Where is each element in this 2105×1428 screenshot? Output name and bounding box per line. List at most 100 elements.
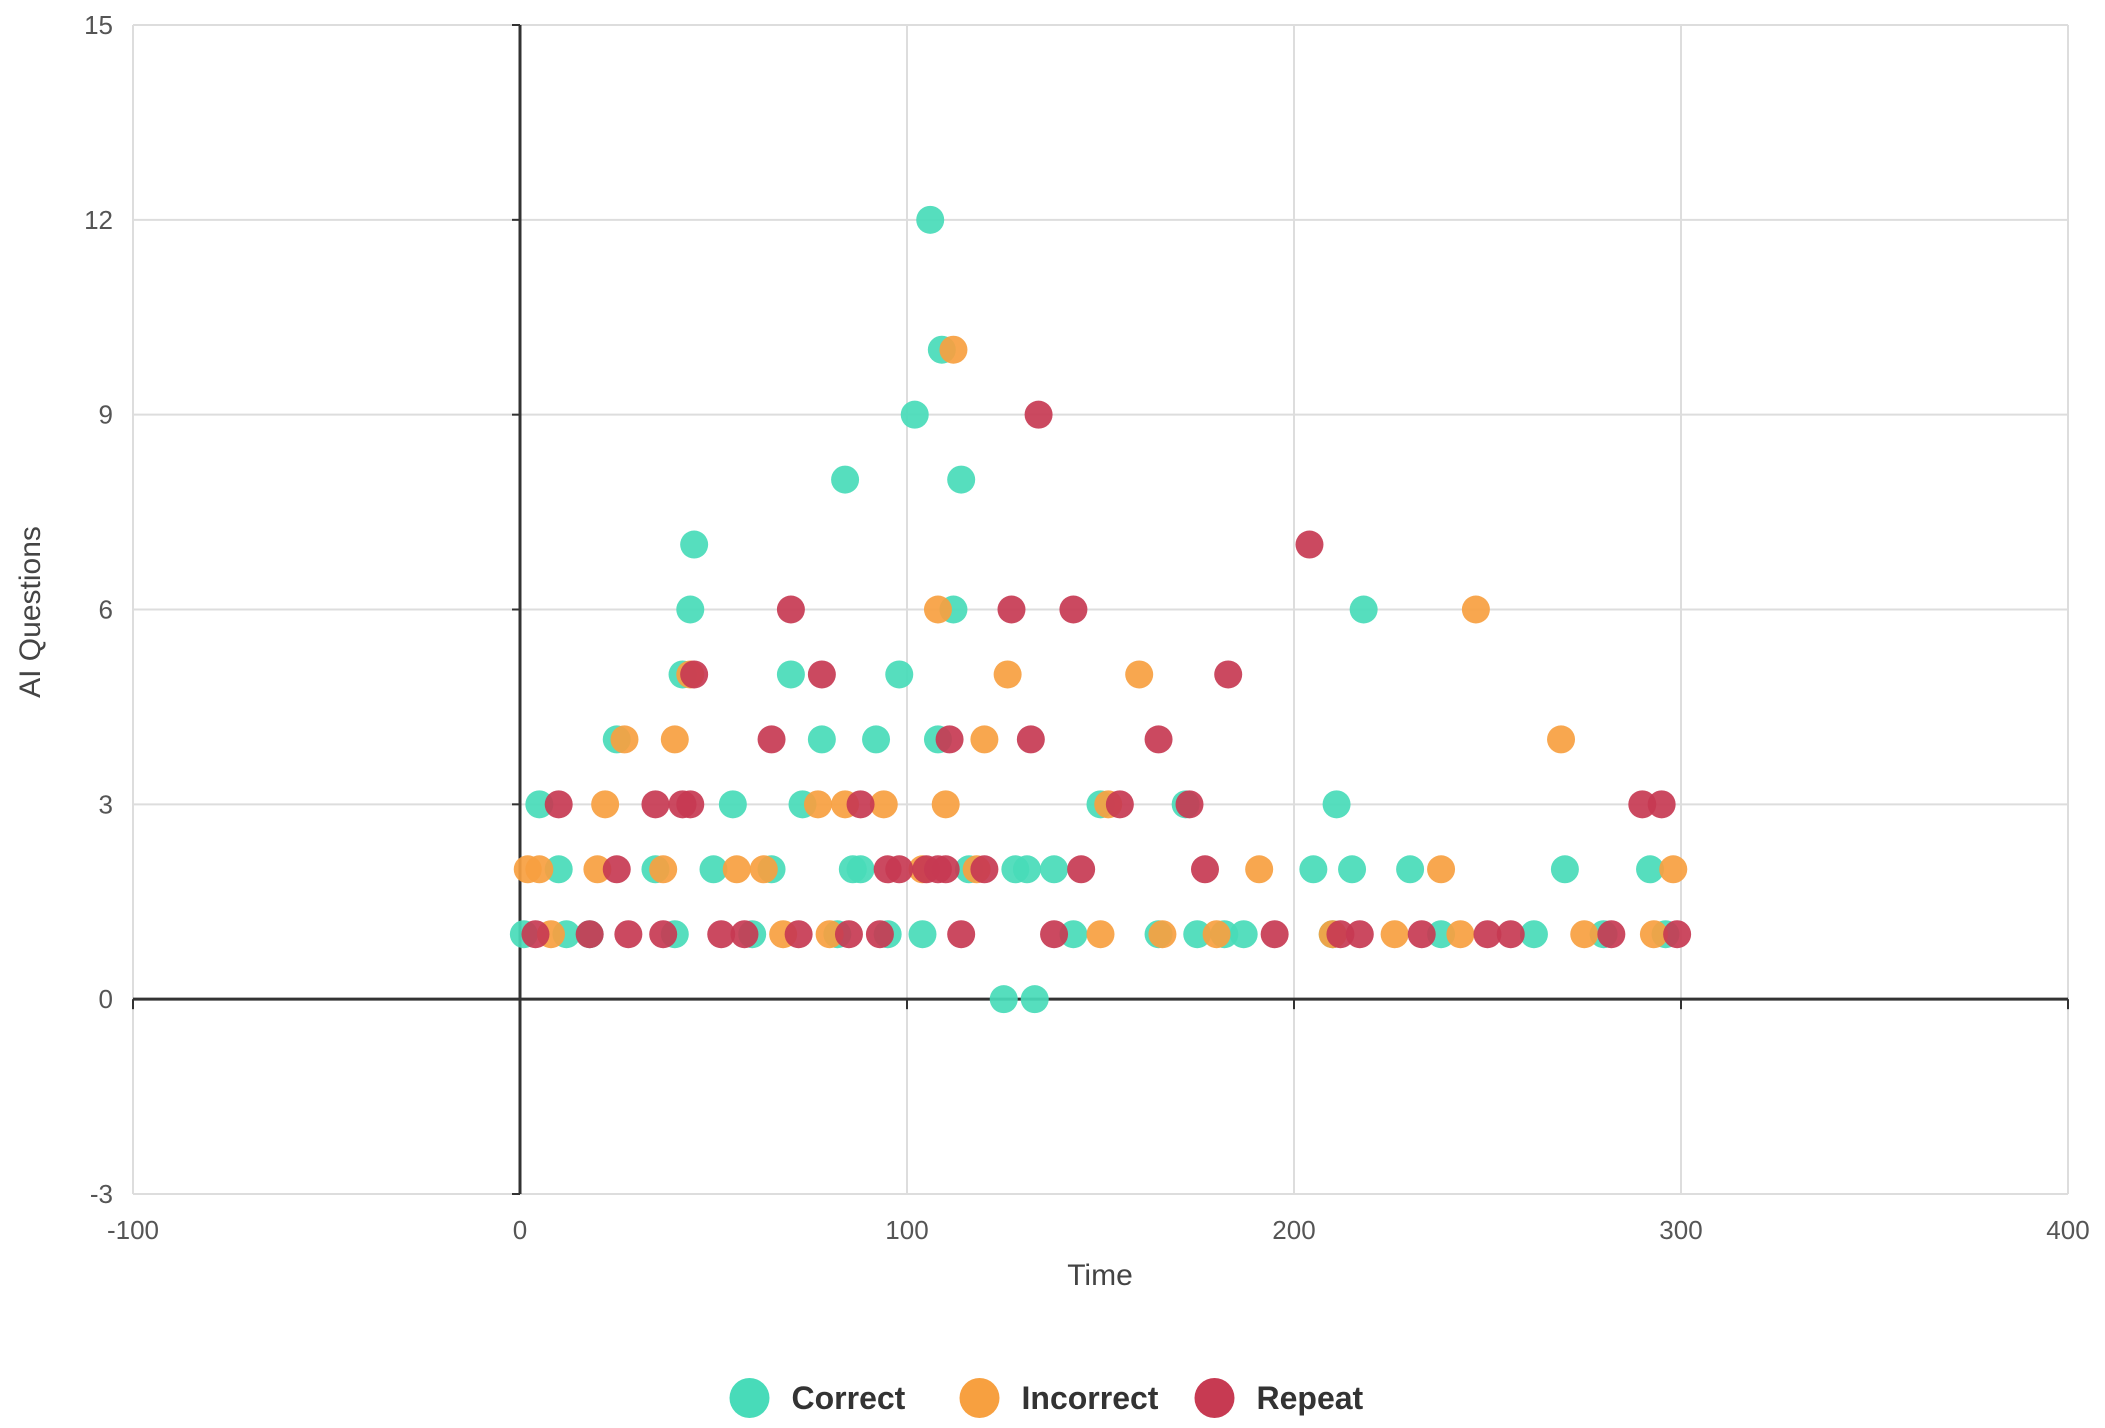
- data-point: [676, 790, 705, 819]
- data-point: [602, 855, 631, 884]
- data-point: [1446, 920, 1475, 949]
- data-point: [544, 855, 573, 884]
- data-point: [970, 855, 999, 884]
- x-tick-label: -100: [107, 1215, 159, 1245]
- data-point: [707, 920, 736, 949]
- data-point: [1427, 920, 1456, 949]
- data-point: [544, 790, 573, 819]
- data-point: [997, 595, 1026, 624]
- data-point: [1380, 920, 1409, 949]
- data-point: [1040, 920, 1069, 949]
- data-point: [699, 855, 728, 884]
- data-point: [1322, 790, 1351, 819]
- series-incorrect: [513, 335, 1688, 949]
- y-tick-label: 15: [84, 10, 113, 40]
- data-point: [1597, 920, 1626, 949]
- y-tick-label: 12: [84, 205, 113, 235]
- legend-item-incorrect[interactable]: Incorrect: [959, 1378, 1159, 1418]
- data-point: [1299, 855, 1328, 884]
- data-points: [509, 205, 1692, 1014]
- x-tick-label: 300: [1659, 1215, 1702, 1245]
- data-point: [1628, 790, 1657, 819]
- tick-labels: -100 0 100 200 300 400 -3 0 3 6 9 12 15: [84, 10, 2090, 1245]
- data-point: [1473, 920, 1502, 949]
- data-point: [784, 920, 813, 949]
- data-point: [931, 790, 960, 819]
- data-point: [1229, 920, 1258, 949]
- data-point: [1547, 725, 1576, 754]
- x-tick-label: 200: [1272, 1215, 1315, 1245]
- y-tick-label: 9: [99, 400, 113, 430]
- data-point: [1245, 855, 1274, 884]
- data-point: [846, 790, 875, 819]
- data-point: [807, 660, 836, 689]
- x-tick-label: 0: [513, 1215, 527, 1245]
- data-point: [869, 790, 898, 819]
- data-point: [1148, 920, 1177, 949]
- data-point: [1040, 855, 1069, 884]
- x-tick-label: 400: [2046, 1215, 2089, 1245]
- data-point: [947, 465, 976, 494]
- data-point: [885, 660, 914, 689]
- data-point: [1086, 920, 1115, 949]
- data-point: [749, 855, 778, 884]
- data-point: [970, 725, 999, 754]
- data-point: [1016, 725, 1045, 754]
- data-point: [614, 920, 643, 949]
- data-point: [1059, 595, 1088, 624]
- data-point: [834, 920, 863, 949]
- data-point: [900, 400, 929, 429]
- data-point: [1427, 855, 1456, 884]
- data-point: [610, 725, 639, 754]
- data-point: [1175, 790, 1204, 819]
- data-point: [1105, 790, 1134, 819]
- y-tick-label: 0: [99, 984, 113, 1014]
- data-point: [660, 725, 689, 754]
- legend-label: Repeat: [1257, 1380, 1364, 1416]
- data-point: [525, 790, 554, 819]
- data-point: [1202, 920, 1231, 949]
- data-point: [1059, 920, 1088, 949]
- data-point: [831, 465, 860, 494]
- data-point: [757, 725, 786, 754]
- data-point: [1260, 920, 1289, 949]
- data-point: [583, 855, 612, 884]
- legend-marker: [729, 1378, 770, 1418]
- data-point: [649, 920, 678, 949]
- data-point: [1396, 855, 1425, 884]
- data-point: [1519, 920, 1548, 949]
- data-point: [807, 725, 836, 754]
- x-axis-title: Time: [1067, 1259, 1133, 1292]
- data-point: [676, 595, 705, 624]
- data-point: [1570, 920, 1599, 949]
- legend-item-repeat[interactable]: Repeat: [1194, 1378, 1364, 1418]
- data-point: [525, 855, 554, 884]
- data-point: [680, 530, 709, 559]
- data-point: [1349, 595, 1378, 624]
- x-tick-label: 100: [885, 1215, 928, 1245]
- data-point: [1125, 660, 1154, 689]
- data-point: [521, 920, 550, 949]
- y-tick-label: 3: [99, 789, 113, 819]
- data-point: [1407, 920, 1436, 949]
- data-point: [916, 205, 945, 234]
- data-point: [1550, 855, 1579, 884]
- data-point: [931, 855, 960, 884]
- y-axis-title: AI Questions: [14, 526, 47, 698]
- data-point: [993, 660, 1022, 689]
- data-point: [885, 855, 914, 884]
- data-point: [1295, 530, 1324, 559]
- data-point: [939, 335, 968, 364]
- legend-item-correct[interactable]: Correct: [729, 1378, 906, 1418]
- data-point: [641, 790, 670, 819]
- legend: Correct Incorrect Repeat: [729, 1378, 1364, 1418]
- legend-label: Incorrect: [1022, 1380, 1159, 1416]
- data-point: [1214, 660, 1243, 689]
- series-correct: [509, 205, 1680, 1014]
- y-tick-label: 6: [99, 595, 113, 625]
- data-point: [1663, 920, 1692, 949]
- data-point: [649, 855, 678, 884]
- data-point: [908, 920, 937, 949]
- y-tick-label: -3: [90, 1179, 113, 1209]
